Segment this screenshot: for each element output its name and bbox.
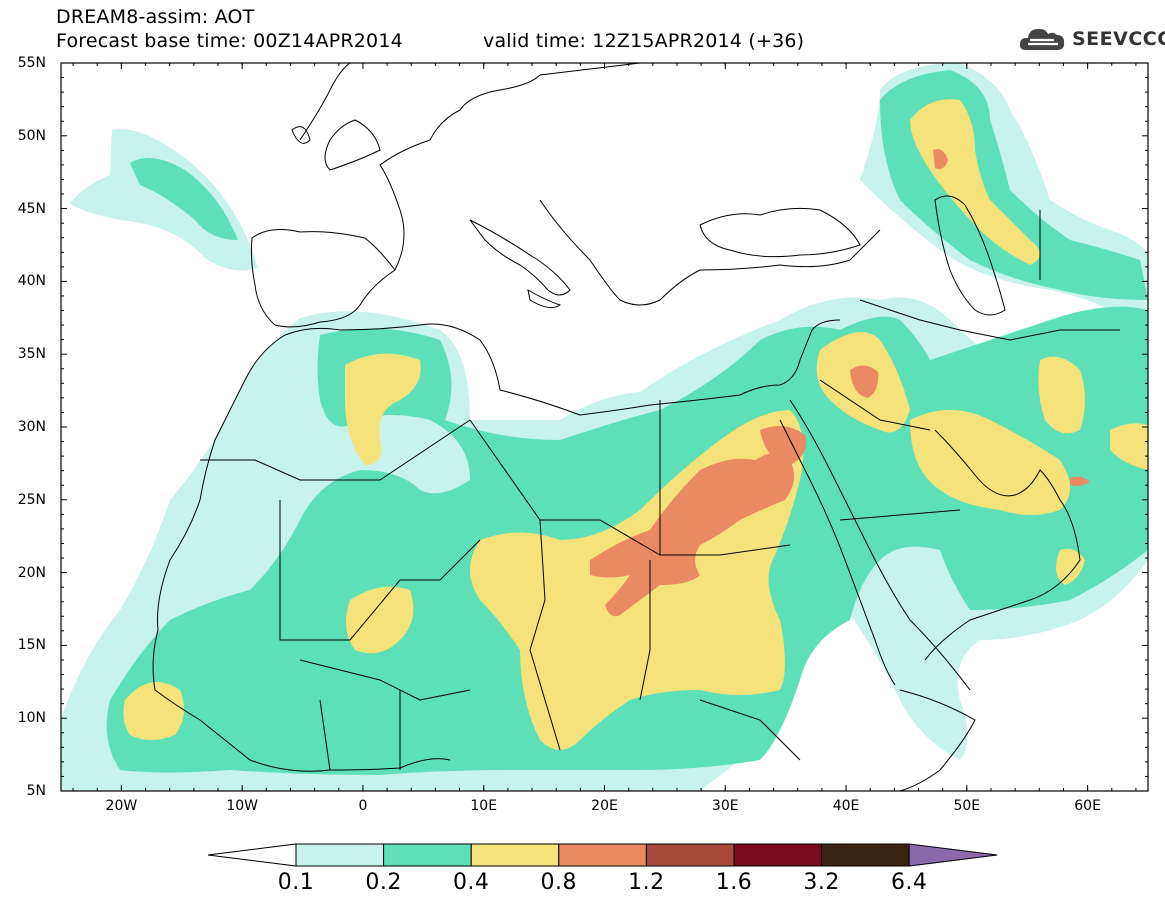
- lat-label: 10N: [17, 710, 46, 727]
- brand-name: SEEVCCC: [1072, 28, 1165, 50]
- colorbar-segment: [383, 843, 472, 867]
- colorbar: [207, 843, 998, 867]
- colorbar-label: 0.1: [277, 870, 315, 895]
- lat-label: 50N: [17, 127, 46, 144]
- lat-label: 20N: [17, 564, 46, 581]
- brand-logo: SEEVCCC: [1018, 24, 1165, 54]
- lat-label: 40N: [17, 273, 46, 290]
- lat-label: 25N: [17, 491, 46, 508]
- colorbar-label: 0.8: [540, 870, 578, 895]
- cloud-logo-icon: [1019, 28, 1065, 50]
- lat-label: 5N: [26, 783, 46, 799]
- lon-label: 0: [358, 798, 368, 814]
- coastlines: [152, 63, 1120, 791]
- colorbar-label: 0.4: [452, 870, 490, 895]
- colorbar-label: 0.2: [365, 870, 402, 895]
- lon-label: 20W: [105, 798, 138, 814]
- lon-label: 10E: [470, 798, 498, 814]
- colorbar-segment: [645, 843, 735, 867]
- lon-label: 50E: [953, 798, 981, 814]
- colorbar-label: 1.2: [628, 870, 665, 895]
- map-title: DREAM8-assim: AOT: [56, 6, 255, 28]
- colorbar-segment: [295, 843, 385, 867]
- colorbar-segment: [558, 843, 647, 867]
- colorbar-label: 1.6: [715, 870, 753, 895]
- lon-label: 40E: [832, 798, 860, 814]
- valid-time: valid time: 12Z15APR2014 (+36): [483, 30, 805, 52]
- lat-label: 30N: [17, 419, 46, 435]
- lon-label: 60E: [1074, 798, 1101, 814]
- colorbar-over-triangle: [908, 843, 998, 867]
- lon-label: 10W: [226, 798, 258, 814]
- colorbar-segment: [470, 843, 560, 867]
- lat-label: 45N: [17, 200, 46, 217]
- colorbar-segment: [821, 843, 910, 867]
- lat-label: 35N: [17, 346, 46, 363]
- axis-ticks: [61, 62, 1148, 792]
- lon-label: 30E: [711, 798, 739, 814]
- colorbar-label: 3.2: [803, 870, 840, 895]
- colorbar-label: 6.4: [890, 870, 928, 895]
- aot-contours: [61, 63, 1148, 791]
- colorbar-segment: [733, 843, 823, 867]
- forecast-base-time: Forecast base time: 00Z14APR2014: [56, 30, 403, 52]
- colorbar-under-triangle: [207, 843, 297, 867]
- lat-label: 15N: [17, 637, 46, 654]
- lon-label: 20E: [591, 798, 618, 814]
- lat-label: 55N: [17, 55, 46, 71]
